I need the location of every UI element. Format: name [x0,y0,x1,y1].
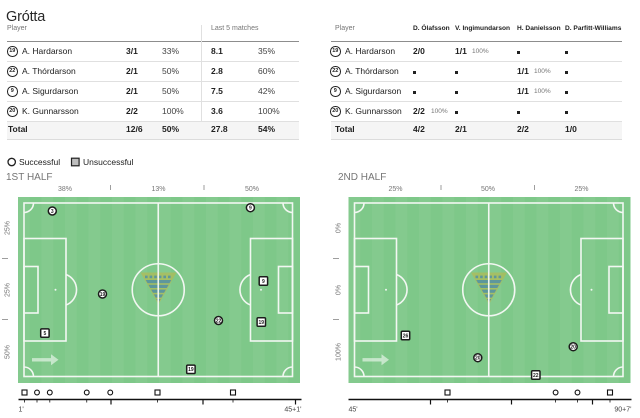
svg-text:50%: 50% [481,186,495,193]
svg-text:2ND HALF: 2ND HALF [338,172,386,183]
svg-text:Unsuccessful: Unsuccessful [83,157,134,167]
svg-text:9: 9 [249,206,252,212]
svg-text:0%: 0% [336,285,343,295]
svg-text:50%: 50% [5,345,12,359]
svg-text:90+7': 90+7' [614,407,631,414]
svg-text:26: 26 [403,333,409,339]
svg-text:1ST HALF: 1ST HALF [6,172,53,183]
svg-text:19: 19 [259,320,265,326]
svg-text:9: 9 [262,279,265,285]
svg-text:13%: 13% [151,186,165,193]
svg-text:20: 20 [475,356,481,362]
svg-text:45': 45' [349,407,358,414]
svg-text:5: 5 [44,331,47,337]
svg-text:3: 3 [51,209,54,215]
svg-text:25%: 25% [5,221,12,235]
svg-text:22: 22 [533,373,539,379]
svg-text:50%: 50% [245,186,259,193]
svg-text:1': 1' [19,407,24,414]
svg-text:38%: 38% [58,186,72,193]
svg-text:100%: 100% [336,343,343,361]
svg-text:0%: 0% [336,223,343,233]
svg-text:22: 22 [216,318,222,324]
svg-text:20: 20 [570,345,576,351]
svg-text:45+1': 45+1' [284,407,301,414]
svg-text:Successful: Successful [19,157,60,167]
svg-text:25%: 25% [388,186,402,193]
svg-text:19: 19 [100,292,106,298]
svg-text:25%: 25% [574,186,588,193]
svg-text:25%: 25% [5,283,12,297]
svg-text:19: 19 [188,367,194,373]
